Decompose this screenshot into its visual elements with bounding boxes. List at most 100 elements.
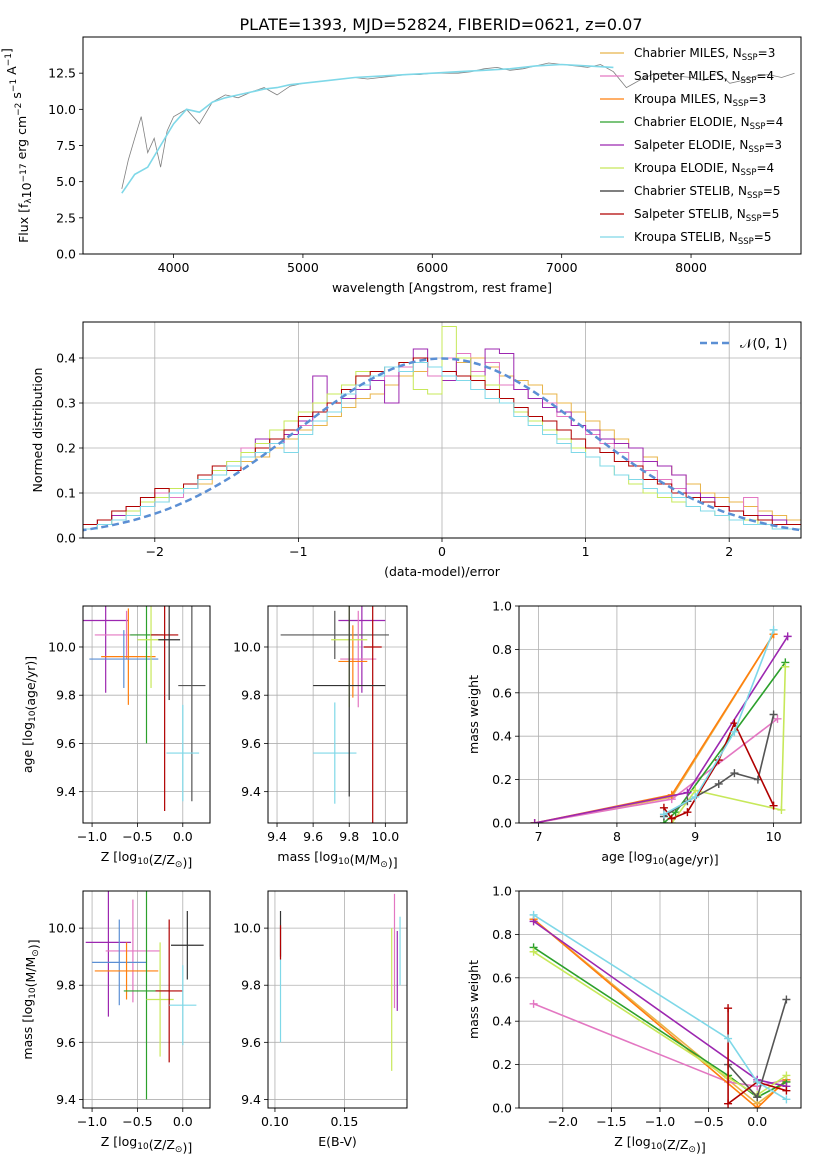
y-tick-label: 10.0: [48, 921, 76, 936]
weight-point-marker: [724, 1099, 733, 1108]
x-tick-label: 9.6: [303, 829, 323, 844]
y-tick-label: 0.0: [492, 1101, 512, 1116]
y-tick-label: 9.4: [241, 784, 261, 799]
errorbars: [280, 606, 389, 823]
y-tick-label: 10.0: [48, 639, 76, 654]
weight-series-line: [533, 951, 787, 1096]
weight-point-marker: [753, 1077, 762, 1086]
y-tick-label: 9.8: [56, 978, 76, 993]
y-tick-label: 0.0: [56, 247, 76, 262]
y-axis-label: Flux [fλ10−17 erg cm−2 s−1 A−1]: [0, 48, 34, 243]
y-tick-label: 0.2: [56, 441, 76, 456]
y-tick-label: 0.3: [56, 396, 76, 411]
x-axis-label: age [log10(age/yr)]: [601, 849, 718, 867]
y-tick-label: 0.4: [56, 351, 76, 366]
x-axis-label: E(B-V): [318, 1134, 357, 1149]
weight-point-marker: [529, 947, 538, 956]
plot-frame: [267, 605, 408, 824]
y-tick-label: 9.6: [241, 1035, 261, 1050]
legend-label: Salpeter MILES, NSSP=4: [634, 69, 774, 86]
y-tick-label: 9.4: [56, 784, 76, 799]
y-axis-label: age [log10(age/yr)]: [20, 656, 38, 773]
x-axis-label: Z [log10(Z/Z⊙)]: [614, 1134, 705, 1155]
x-tick-label: 8: [613, 829, 621, 844]
legend-label: Chabrier MILES, NSSP=3: [634, 46, 775, 63]
x-tick-label: −2.0: [548, 1114, 578, 1129]
spectrum-legend: Chabrier MILES, NSSP=3 Salpeter MILES, NS…: [600, 46, 783, 247]
x-tick-label: −0.5: [693, 1114, 723, 1129]
x-tick-label: 2: [725, 544, 733, 559]
x-tick-label: 10.0: [371, 829, 399, 844]
y-tick-label: 2.5: [56, 210, 76, 225]
y-tick-label: 10.0: [48, 102, 76, 117]
weight-point-marker: [769, 801, 778, 810]
residual-histogram-panel: −2 −1 0 1 2 0.0 0.1 0.2 0.3 0.4 (data-model)/error…: [30, 321, 802, 579]
y-tick-label: 1.0: [492, 884, 512, 899]
weight-series-line: [671, 666, 787, 823]
x-tick-label: 10: [766, 829, 782, 844]
weight-series-line: [534, 718, 778, 823]
weight-point-marker: [691, 792, 700, 801]
y-axis-label: mass [log10(M/M⊙)]: [20, 939, 41, 1059]
plot-frame: [518, 890, 802, 1109]
x-tick-label: −0.5: [122, 829, 152, 844]
x-axis-label: Z [log10(Z/Z⊙)]: [101, 1134, 192, 1155]
weight-series-line: [533, 918, 787, 1108]
weight-point-marker: [530, 819, 539, 823]
plot-frame: [82, 36, 802, 255]
x-tick-label: −1.0: [77, 829, 107, 844]
mass_vs_Z-panel: −1.0 −0.5 0.0 9.4 9.6 9.8 10.0 Z [log10(Z/Z⊙)] m…: [20, 890, 211, 1155]
weight-point-marker: [782, 1095, 791, 1104]
weight-point-marker: [782, 1071, 791, 1080]
weight-series-line: [663, 714, 775, 818]
spectrum-lines: [121, 62, 795, 194]
weight-series-line: [727, 1008, 787, 1106]
y-tick-label: 9.4: [241, 1092, 261, 1107]
y-tick-label: 9.8: [56, 688, 76, 703]
weight-point-marker: [753, 1093, 762, 1102]
x-tick-label: 4000: [158, 260, 190, 275]
y-tick-label: 0.0: [56, 531, 76, 546]
errorbars: [83, 606, 206, 811]
weight-point-marker: [782, 995, 791, 1004]
x-tick-label: 0.0: [173, 1114, 193, 1129]
y-tick-label: 0.2: [492, 1057, 512, 1072]
x-tick-label: −0.5: [122, 1114, 152, 1129]
x-tick-label: 9.4: [267, 829, 287, 844]
plot-frame: [82, 890, 211, 1109]
y-axis-label: mass weight: [466, 960, 481, 1039]
x-tick-label: −1.5: [596, 1114, 626, 1129]
y-tick-label: 12.5: [48, 66, 76, 81]
errorbars: [85, 891, 204, 1100]
weight-point-marker: [769, 710, 778, 719]
weight-point-marker: [769, 625, 778, 634]
legend-label: Chabrier STELIB, NSSP=5: [634, 184, 781, 201]
histogram-series-kroupa-stelib: [83, 362, 801, 538]
y-tick-label: 5.0: [56, 174, 76, 189]
x-tick-label: 8000: [675, 260, 707, 275]
weight-point-marker: [667, 814, 676, 823]
y-tick-label: 0.1: [56, 486, 76, 501]
x-tick-label: −2: [146, 544, 164, 559]
y-tick-label: 10.0: [233, 921, 261, 936]
y-tick-label: 10.0: [233, 639, 261, 654]
x-axis-label: mass [log10(M/M⊙)]: [277, 849, 397, 870]
weight-series-line: [663, 629, 775, 816]
weight-point-marker: [714, 779, 723, 788]
weight-point-marker: [782, 1086, 791, 1095]
weight-series-line: [534, 635, 789, 823]
x-tick-label: 0.0: [747, 1114, 767, 1129]
weight-point-marker: [724, 1004, 733, 1013]
x-tick-label: 7000: [546, 260, 578, 275]
legend-label: Kroupa STELIB, NSSP=5: [634, 230, 772, 247]
legend-label: 𝒩(0, 1): [740, 337, 787, 352]
weight-point-marker: [683, 788, 692, 797]
y-tick-label: 9.6: [241, 736, 261, 751]
weight-lines: [529, 910, 791, 1108]
plot-frame: [518, 605, 802, 824]
y-tick-label: 9.8: [241, 688, 261, 703]
weight-point-marker: [683, 808, 692, 817]
legend-label: Salpeter ELODIE, NSSP=3: [634, 138, 782, 155]
weight-point-marker: [730, 727, 739, 736]
